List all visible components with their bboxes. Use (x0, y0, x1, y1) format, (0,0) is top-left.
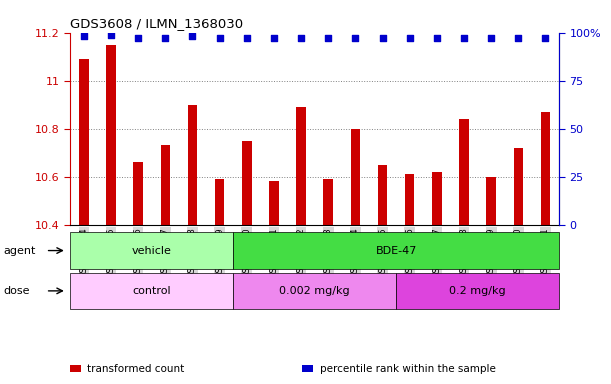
Bar (242, 141, 252, 225)
Bar (486, 177, 496, 225)
Point (351, 35, 360, 41)
Text: dose: dose (3, 286, 29, 296)
Point (188, 33, 197, 40)
Text: control: control (133, 286, 171, 296)
Point (161, 35, 170, 41)
Bar (133, 162, 143, 225)
Point (405, 35, 415, 41)
Bar (106, 45, 115, 225)
Point (79, 33, 89, 40)
Point (133, 35, 143, 41)
Text: 0.002 mg/kg: 0.002 mg/kg (279, 286, 350, 296)
Bar (351, 129, 360, 225)
Point (106, 31, 116, 38)
Bar (296, 107, 306, 225)
Bar (323, 179, 333, 225)
Bar (405, 174, 414, 225)
Text: GDS3608 / ILMN_1368030: GDS3608 / ILMN_1368030 (70, 17, 243, 30)
Bar (215, 179, 224, 225)
Point (513, 35, 523, 41)
Point (214, 35, 224, 41)
Bar (459, 119, 469, 225)
Point (269, 35, 279, 41)
Bar (188, 104, 197, 225)
Point (541, 35, 551, 41)
Point (242, 35, 252, 41)
Point (323, 35, 333, 41)
Text: 0.2 mg/kg: 0.2 mg/kg (449, 286, 506, 296)
Point (486, 35, 496, 41)
Bar (541, 112, 551, 225)
Bar (432, 172, 442, 225)
Text: transformed count: transformed count (87, 364, 185, 374)
Text: agent: agent (3, 245, 35, 256)
Bar (79, 59, 89, 225)
Bar (378, 165, 387, 225)
Bar (269, 181, 279, 225)
Point (432, 35, 442, 41)
Point (378, 35, 387, 41)
Point (459, 35, 469, 41)
Point (296, 35, 306, 41)
Text: vehicle: vehicle (132, 245, 172, 256)
Text: percentile rank within the sample: percentile rank within the sample (320, 364, 496, 374)
Bar (161, 146, 170, 225)
Bar (514, 148, 523, 225)
Text: BDE-47: BDE-47 (375, 245, 417, 256)
